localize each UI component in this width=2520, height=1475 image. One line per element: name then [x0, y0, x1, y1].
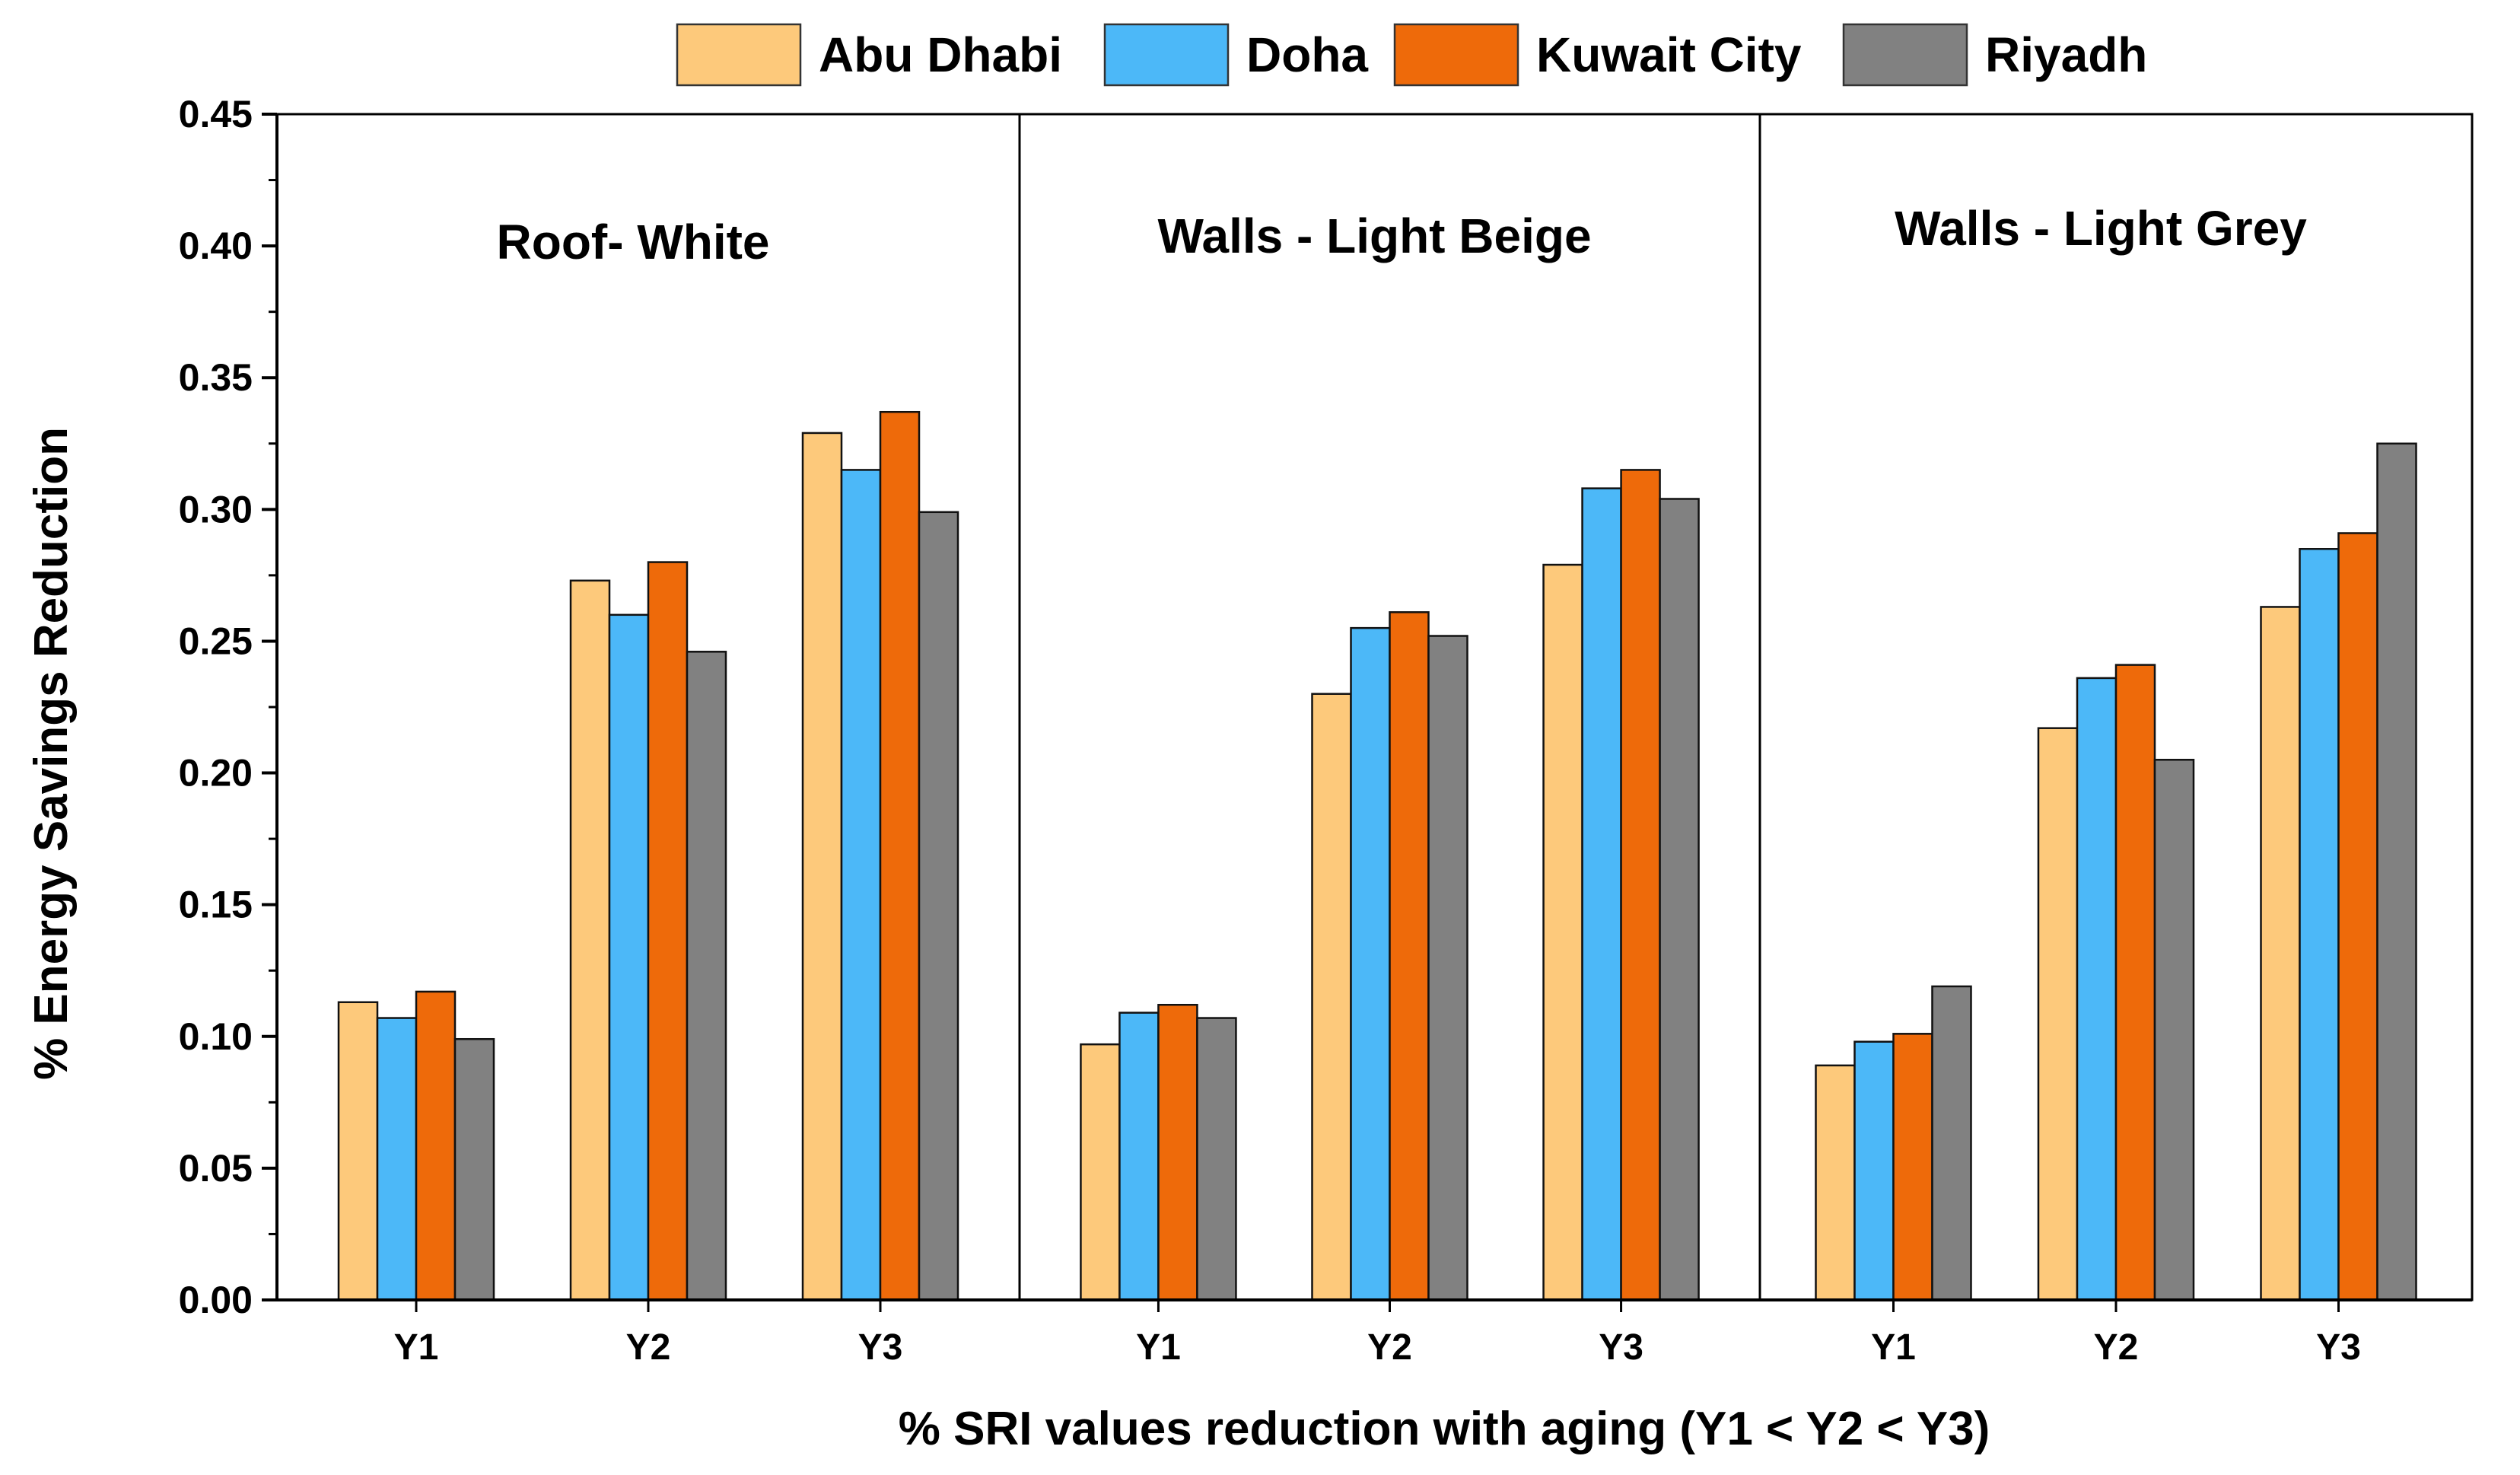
panel-title: Roof- White — [497, 215, 770, 269]
y-axis: 0.00 0.05 0.10 0.15 0.20 0.25 0.30 0.35 0.40 0.45 — [179, 93, 2472, 1321]
bar-kuwait-city — [647, 561, 689, 1301]
x-tick-label: Y2 — [626, 1327, 671, 1368]
bar-abu-dhabi — [1815, 1064, 1856, 1301]
legend-swatch — [1393, 23, 1519, 87]
bar-kuwait-city — [2114, 664, 2156, 1301]
bar-riyadh — [686, 651, 727, 1301]
bar-riyadh — [2153, 758, 2195, 1301]
panel-3: Walls - Light Grey Y1 Y2 Y3 — [1758, 113, 2474, 1368]
y-tick-label: 0.20 — [179, 752, 253, 795]
y-tick-label: 0.05 — [179, 1147, 253, 1190]
bar-abu-dhabi — [1080, 1043, 1121, 1301]
bar-abu-dhabi — [2260, 606, 2301, 1301]
bar-doha — [1853, 1040, 1895, 1301]
bar-doha — [1581, 487, 1622, 1301]
panel-title: Walls - Light Grey — [1895, 201, 2307, 256]
x-tick-label: Y1 — [1871, 1327, 1916, 1368]
x-tick-label: Y3 — [1599, 1327, 1643, 1368]
bar-riyadh — [1196, 1017, 1237, 1301]
x-tick-label: Y3 — [2316, 1327, 2361, 1368]
panel-2: Walls - Light Beige Y1 Y2 Y3 — [1018, 113, 1761, 1368]
bar-abu-dhabi — [1542, 563, 1583, 1301]
bar-riyadh — [1659, 498, 1700, 1301]
y-tick-label: 0.35 — [179, 356, 253, 399]
x-tick-label: Y1 — [1136, 1327, 1181, 1368]
bar-doha — [376, 1017, 418, 1301]
legend-label: Doha — [1246, 27, 1368, 82]
bar-kuwait-city — [1389, 611, 1430, 1301]
legend-item: Riyadh — [1842, 23, 2147, 87]
legend-item: Abu Dhabi — [676, 23, 1062, 87]
y-tick-label: 0.45 — [179, 93, 253, 135]
bar-riyadh — [453, 1037, 495, 1301]
bar-riyadh — [918, 511, 959, 1301]
legend-swatch — [676, 23, 802, 87]
legend-label: Abu Dhabi — [819, 27, 1062, 82]
x-tick-label: Y2 — [2094, 1327, 2139, 1368]
bar-abu-dhabi — [1311, 693, 1352, 1301]
legend-swatch — [1842, 23, 1968, 87]
bar-abu-dhabi — [569, 579, 611, 1301]
bar-doha — [1118, 1011, 1160, 1301]
legend-item: Kuwait City — [1393, 23, 1802, 87]
bar-doha — [2076, 677, 2118, 1301]
chart-panels: Roof- White Y1 Y2 Y3 Walls - Light Beige Y1 Y2… — [275, 113, 2474, 1368]
bar-kuwait-city — [415, 990, 457, 1301]
bar-abu-dhabi — [2037, 727, 2079, 1301]
bar-riyadh — [2376, 442, 2417, 1301]
y-tick-label: 0.00 — [179, 1279, 253, 1321]
bar-doha — [1350, 626, 1391, 1301]
y-tick-label: 0.30 — [179, 488, 253, 530]
bar-doha — [840, 469, 882, 1301]
bar-kuwait-city — [2337, 532, 2378, 1301]
y-tick-label: 0.10 — [179, 1015, 253, 1058]
y-axis-title: % Energy Savings Reduction — [25, 427, 78, 1080]
legend-label: Riyadh — [1985, 27, 2147, 82]
y-tick-label: 0.25 — [179, 620, 253, 662]
bar-doha — [608, 613, 650, 1301]
bar-kuwait-city — [1157, 1003, 1198, 1301]
y-tick-label: 0.15 — [179, 884, 253, 926]
bar-riyadh — [1931, 985, 1972, 1301]
bar-doha — [2299, 548, 2340, 1301]
legend-swatch — [1103, 23, 1230, 87]
bar-abu-dhabi — [337, 1001, 379, 1301]
y-tick-label: 0.40 — [179, 225, 253, 267]
x-axis-title: % SRI values reduction with aging (Y1 < … — [899, 1403, 1990, 1455]
bar-kuwait-city — [1892, 1033, 1933, 1301]
legend-item: Doha — [1103, 23, 1368, 87]
bar-kuwait-city — [1620, 469, 1661, 1301]
bar-kuwait-city — [879, 410, 921, 1301]
x-tick-label: Y2 — [1367, 1327, 1412, 1368]
panel-title: Walls - Light Beige — [1157, 209, 1591, 263]
legend-label: Kuwait City — [1536, 27, 1802, 82]
panel-1: Roof- White Y1 Y2 Y3 — [275, 113, 1021, 1368]
bar-abu-dhabi — [801, 432, 843, 1301]
bar-riyadh — [1427, 635, 1468, 1301]
x-tick-label: Y3 — [858, 1327, 903, 1368]
legend: Abu Dhabi Doha Kuwait City Riyadh — [676, 23, 2147, 87]
x-tick-label: Y1 — [394, 1327, 439, 1368]
